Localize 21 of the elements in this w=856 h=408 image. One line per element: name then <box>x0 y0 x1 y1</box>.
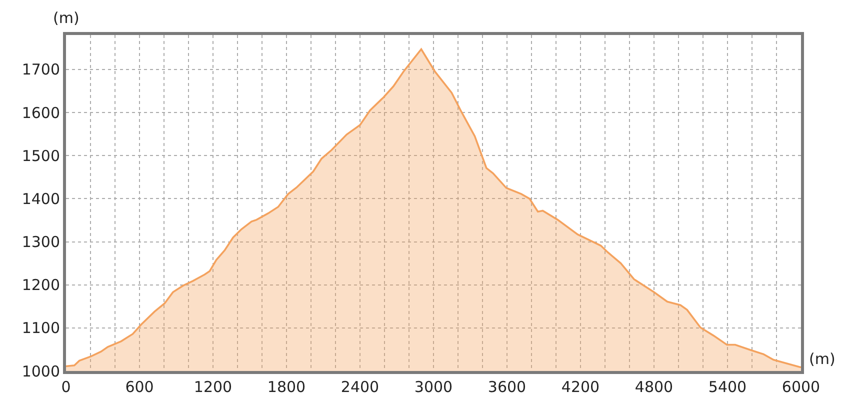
x-tick-label: 2400 <box>340 378 380 396</box>
y-axis-title: (m) <box>53 9 80 27</box>
x-tick-label: 0 <box>61 378 71 396</box>
y-tick-label: 1100 <box>22 319 60 338</box>
y-tick-label: 1200 <box>22 276 60 294</box>
x-tick-label: 5400 <box>708 378 747 396</box>
x-tick-label: 6000 <box>782 378 820 396</box>
x-tick-label: 1800 <box>267 378 306 396</box>
x-tick-label: 3600 <box>488 378 526 396</box>
x-tick-label: 4800 <box>634 378 674 396</box>
x-tick-label: 600 <box>125 378 154 396</box>
y-tick-label: 1400 <box>22 190 60 208</box>
x-tick-label: 1200 <box>194 378 232 396</box>
x-axis-title: (m) <box>809 350 836 368</box>
x-tick-label: 3000 <box>414 378 453 396</box>
y-tick-label: 1000 <box>22 362 60 380</box>
y-tick-label: 1600 <box>22 104 60 122</box>
y-tick-label: 1500 <box>22 146 60 165</box>
y-tick-label: 1300 <box>22 233 60 252</box>
y-tick-label: 1700 <box>22 60 60 79</box>
x-tick-label: 4200 <box>561 378 600 396</box>
